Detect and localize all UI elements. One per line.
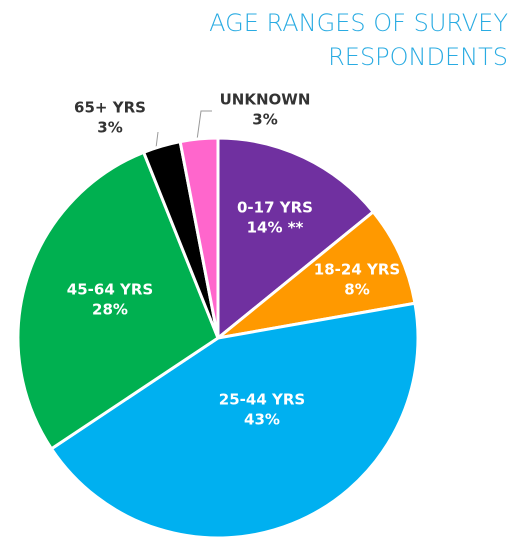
slice-category-label: 65+ YRS bbox=[74, 99, 146, 117]
slice-category-label: 0-17 YRS bbox=[237, 199, 313, 217]
slice-value-label: 28% bbox=[92, 301, 128, 319]
chart-title: AGE RANGES OF SURVEY RESPONDENTS bbox=[209, 9, 508, 71]
slice-value-label: 43% bbox=[244, 411, 280, 429]
pie-slice bbox=[178, 136, 220, 339]
slice-value-label: 8% bbox=[344, 281, 369, 299]
slice-category-label: 25-44 YRS bbox=[219, 391, 305, 409]
leader-line bbox=[196, 110, 212, 141]
slice-value-label: 14% ** bbox=[247, 219, 304, 237]
slice-category-label: UNKNOWN bbox=[220, 91, 311, 109]
pie-slice bbox=[16, 150, 220, 451]
leader-line bbox=[155, 131, 159, 149]
slice-value-label: 3% bbox=[97, 119, 122, 137]
pie-slice bbox=[216, 136, 376, 342]
slice-category-label: 45-64 YRS bbox=[67, 281, 153, 299]
pie-slice bbox=[49, 301, 420, 538]
slice-value-label: 3% bbox=[252, 111, 277, 129]
pie-slice bbox=[212, 209, 417, 341]
slice-category-label: 18-24 YRS bbox=[314, 261, 400, 279]
